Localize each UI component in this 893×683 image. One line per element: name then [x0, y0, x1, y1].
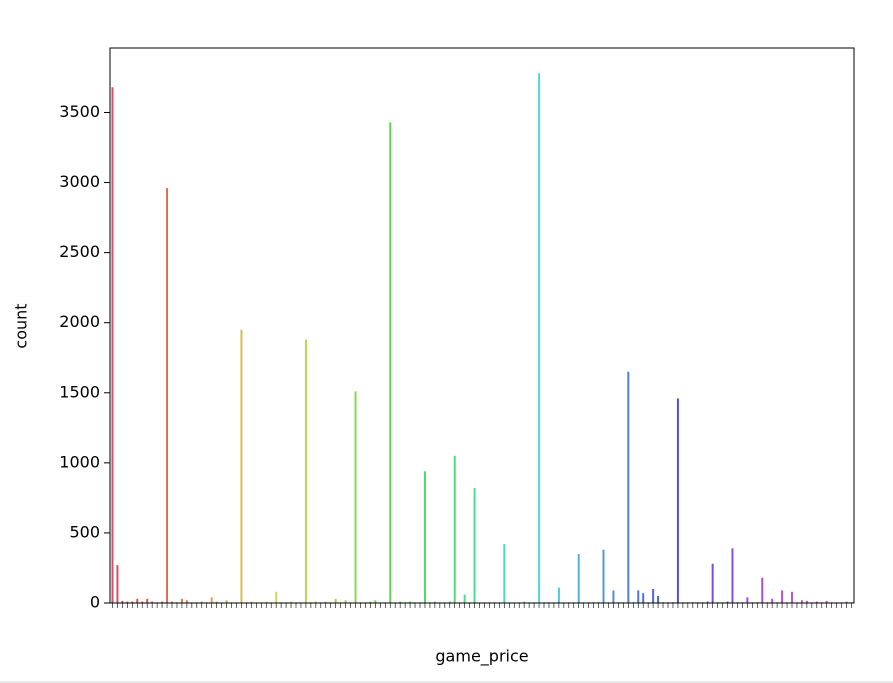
x-axis-label: game_price: [435, 647, 528, 667]
bar: [473, 488, 476, 603]
bar: [577, 553, 580, 603]
bar: [185, 600, 188, 603]
bar: [433, 601, 436, 603]
bar: [111, 87, 114, 603]
bar: [215, 601, 218, 603]
bottom-edge: [0, 681, 893, 683]
bar: [602, 549, 605, 603]
bar: [453, 455, 456, 603]
bar: [210, 597, 213, 603]
bar: [409, 601, 412, 603]
bar: [136, 598, 139, 603]
bar: [731, 548, 734, 603]
bar: [121, 600, 124, 603]
bar: [726, 601, 729, 603]
bar: [344, 600, 347, 603]
bar: [180, 598, 183, 603]
bar: [557, 587, 560, 603]
bar: [116, 565, 119, 603]
y-tick-label: 1500: [59, 382, 100, 401]
bar: [448, 601, 451, 603]
y-tick-label: 3000: [59, 172, 100, 191]
y-tick-label: 500: [69, 522, 100, 541]
bar: [711, 563, 714, 603]
bar: [627, 371, 630, 603]
bar: [225, 600, 228, 603]
bar: [503, 544, 506, 603]
bar: [324, 601, 327, 603]
bar: [825, 600, 828, 603]
bar: [334, 598, 337, 603]
bar: [805, 600, 808, 603]
bar: [781, 590, 784, 603]
bar: [161, 601, 164, 603]
bar: [642, 593, 645, 603]
bar: [815, 601, 818, 603]
bar: [166, 188, 169, 603]
bar: [304, 339, 307, 603]
bar: [374, 600, 377, 603]
bar: [771, 598, 774, 603]
bar: [369, 601, 372, 603]
y-axis-label: count: [12, 303, 31, 348]
bar: [171, 601, 173, 603]
bar: [399, 601, 402, 603]
bar: [676, 398, 679, 603]
bar: [126, 601, 129, 603]
bar: [791, 591, 793, 603]
bar: [250, 601, 253, 603]
y-tick-label: 0: [90, 593, 100, 612]
bar: [523, 601, 526, 603]
bar: [141, 601, 144, 603]
y-tick-label: 3500: [59, 102, 100, 121]
bar: [240, 329, 243, 603]
bar: [657, 595, 660, 603]
bar: [275, 591, 278, 603]
bar: [389, 122, 392, 603]
y-tick-label: 2000: [59, 312, 100, 331]
plot-frame: [109, 47, 855, 604]
bar: [652, 588, 655, 603]
y-tick-label: 1000: [59, 452, 100, 471]
bar: [354, 391, 357, 603]
bar: [845, 601, 848, 603]
bar: [131, 601, 134, 603]
bar: [265, 601, 268, 603]
bar: [800, 600, 803, 603]
bar: [706, 601, 709, 603]
bar: [314, 601, 317, 603]
bar: [538, 73, 541, 603]
bar: [463, 594, 466, 603]
y-tick-label: 2500: [59, 242, 100, 261]
bar: [146, 598, 149, 603]
bar: [151, 601, 154, 603]
bar: [637, 590, 640, 603]
bar: [761, 577, 764, 603]
bar: [423, 471, 426, 603]
bar: [200, 601, 203, 603]
bar: [290, 601, 293, 603]
bar: [746, 597, 749, 603]
bar: [612, 590, 615, 603]
